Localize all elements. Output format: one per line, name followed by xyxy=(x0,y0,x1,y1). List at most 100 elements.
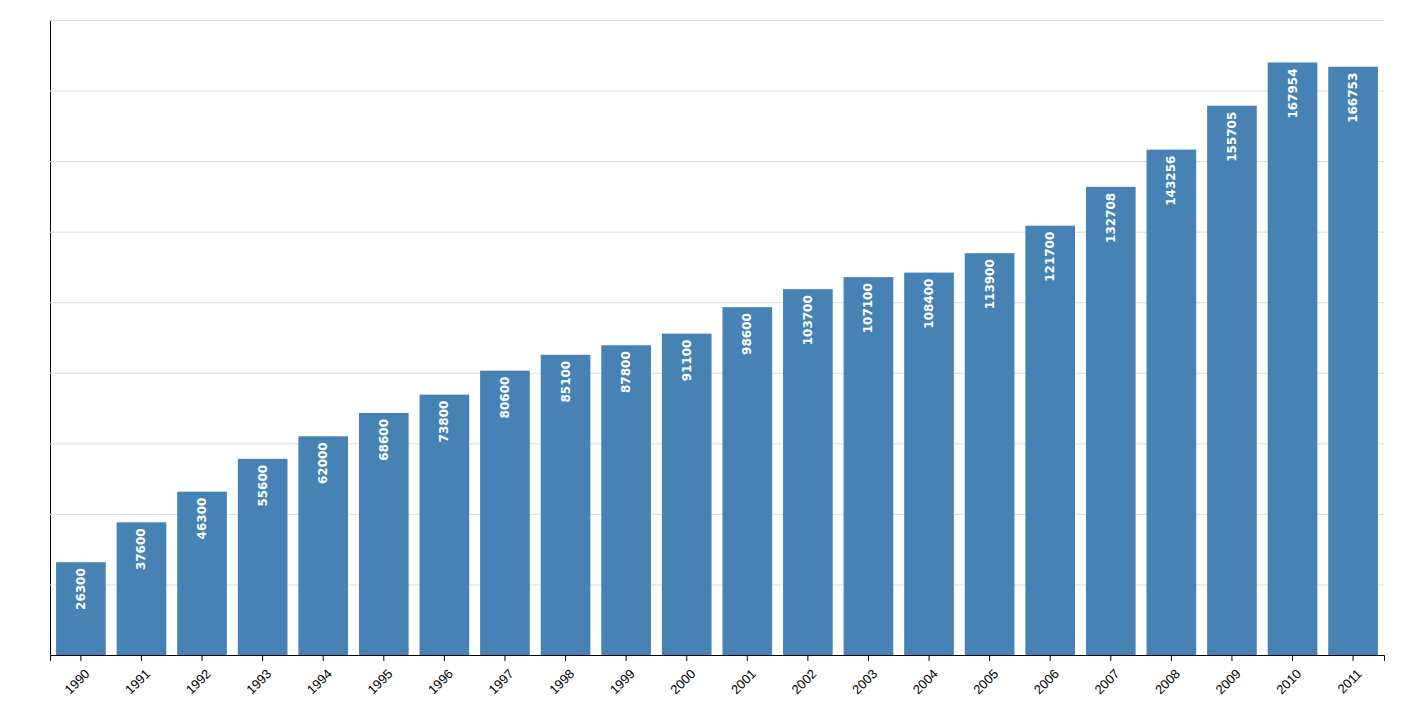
x-tick-label: 2001 xyxy=(728,666,759,697)
x-tick: 2000 xyxy=(667,655,698,697)
bar xyxy=(965,253,1015,655)
x-tick-mark xyxy=(262,655,263,661)
x-tick-label: 1991 xyxy=(122,666,153,697)
grid-line xyxy=(50,91,1384,92)
x-tick-label: 2004 xyxy=(910,666,941,697)
x-tick-mark xyxy=(626,655,627,661)
x-tick: 1991 xyxy=(122,655,153,697)
x-tick-label: 2010 xyxy=(1273,666,1304,697)
data-label: 26300 xyxy=(74,568,88,610)
bar xyxy=(238,459,288,655)
bar xyxy=(904,273,954,655)
x-tick-label: 1997 xyxy=(486,666,517,697)
bar xyxy=(359,413,409,655)
bar xyxy=(56,562,106,655)
x-tick-mark xyxy=(1292,655,1293,661)
data-label: 107100 xyxy=(861,283,875,333)
x-tick-label: 1994 xyxy=(304,666,335,697)
x-tick: 1995 xyxy=(364,655,395,697)
x-tick-mark xyxy=(868,655,869,661)
data-label: 166753 xyxy=(1346,73,1360,123)
x-tick-label: 2006 xyxy=(1031,666,1062,697)
bar xyxy=(1147,150,1197,655)
data-label: 113900 xyxy=(983,259,997,309)
x-tick-label: 1995 xyxy=(364,666,395,697)
x-tick-mark xyxy=(1171,655,1172,661)
x-tick-mark xyxy=(747,655,748,661)
data-label: 155705 xyxy=(1225,112,1239,162)
y-axis-line xyxy=(51,21,1385,656)
bar xyxy=(541,355,591,655)
data-label: 167954 xyxy=(1286,68,1300,118)
data-label: 108400 xyxy=(922,279,936,329)
x-tick-mark xyxy=(565,655,566,661)
x-tick: 1996 xyxy=(425,655,456,697)
data-label: 62000 xyxy=(316,442,330,484)
x-tick-mark xyxy=(929,655,930,661)
x-tick-label: 1996 xyxy=(425,666,456,697)
data-label: 103700 xyxy=(801,295,815,345)
bar xyxy=(844,277,894,655)
x-tick-label: 2011 xyxy=(1334,666,1364,696)
data-label: 132708 xyxy=(1104,193,1118,243)
x-tick-label: 2008 xyxy=(1152,666,1183,697)
x-tick-label: 2000 xyxy=(667,666,698,697)
data-labels: 2630037600463005560062000686007380080600… xyxy=(74,68,1360,609)
bar xyxy=(1025,226,1075,655)
x-tick: 2010 xyxy=(1273,655,1304,697)
x-tick-label: 2009 xyxy=(1213,666,1244,697)
x-tick: 2011 xyxy=(1334,655,1364,696)
x-tick-mark xyxy=(383,655,384,661)
x-tick-label: 1993 xyxy=(243,666,274,697)
x-tick: 2001 xyxy=(728,655,759,697)
data-label: 85100 xyxy=(559,361,573,403)
x-tick: 1998 xyxy=(546,655,577,697)
x-tick-mark xyxy=(1110,655,1111,661)
x-tick-label: 1999 xyxy=(607,666,638,697)
x-tick: 2005 xyxy=(970,655,1001,697)
y-axis xyxy=(50,21,1384,656)
y-tick xyxy=(50,91,1384,92)
bar xyxy=(783,289,833,655)
x-tick: 1997 xyxy=(486,655,517,697)
data-label: 68600 xyxy=(377,419,391,461)
x-tick: 1993 xyxy=(243,655,274,697)
x-tick: 1999 xyxy=(607,655,638,697)
data-label: 91100 xyxy=(680,340,694,382)
x-tick-mark xyxy=(323,655,324,661)
x-tick-label: 1992 xyxy=(183,666,214,697)
x-tick-mark xyxy=(686,655,687,661)
bar xyxy=(1086,187,1136,655)
x-tick-mark xyxy=(504,655,505,661)
x-tick: 2002 xyxy=(789,655,820,697)
x-tick: 1994 xyxy=(304,655,335,697)
data-label: 46300 xyxy=(195,498,209,540)
x-tick-label: 2003 xyxy=(849,666,880,697)
x-tick: 1992 xyxy=(183,655,214,697)
x-tick-label: 2005 xyxy=(970,666,1001,697)
bar xyxy=(1268,62,1318,655)
data-label: 87800 xyxy=(619,351,633,393)
x-tick: 2004 xyxy=(910,655,941,697)
x-tick: 2008 xyxy=(1152,655,1183,697)
bars xyxy=(56,62,1378,655)
x-tick: 1990 xyxy=(62,655,93,697)
chart-svg: 1990 1991 1992 1993 1994 1995 1996 1997 1998 1999… xyxy=(0,0,1404,725)
bar xyxy=(298,436,348,655)
bar xyxy=(420,395,470,655)
x-tick: 2006 xyxy=(1031,655,1062,697)
x-tick-mark xyxy=(1050,655,1051,661)
x-tick-mark xyxy=(1353,655,1354,661)
x-tick-mark xyxy=(444,655,445,661)
bar xyxy=(662,334,712,655)
x-tick-mark xyxy=(989,655,990,661)
data-label: 80600 xyxy=(498,377,512,419)
x-tick-mark xyxy=(1231,655,1232,661)
bar xyxy=(1328,67,1378,655)
data-label: 55600 xyxy=(256,465,270,507)
data-label: 98600 xyxy=(740,313,754,355)
x-tick: 2009 xyxy=(1213,655,1244,697)
x-tick-mark xyxy=(807,655,808,661)
data-label: 73800 xyxy=(437,401,451,443)
x-tick-label: 1998 xyxy=(546,666,577,697)
